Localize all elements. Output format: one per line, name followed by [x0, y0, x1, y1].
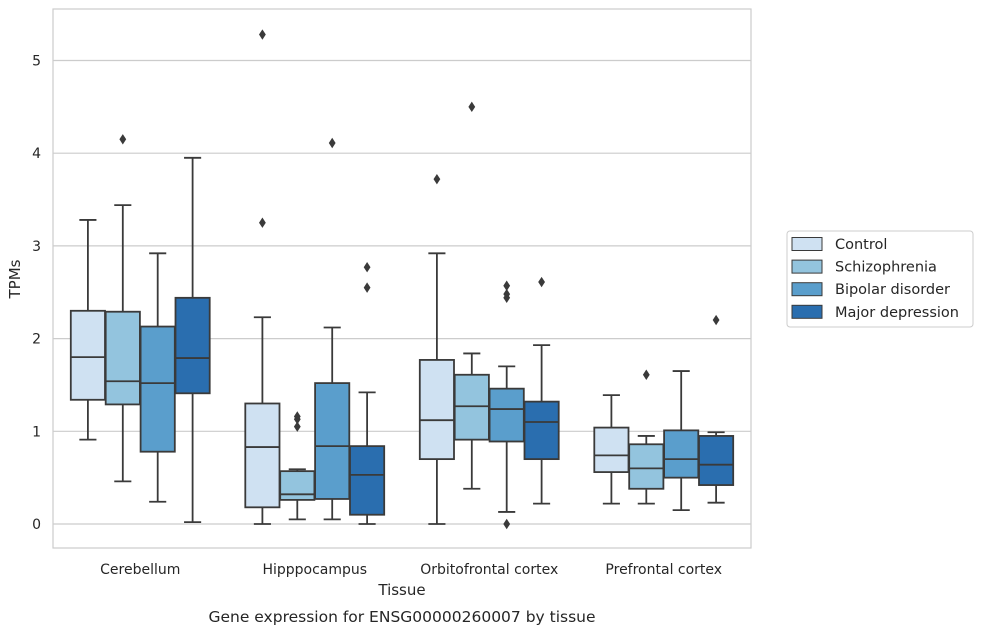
- outlier-point: [119, 134, 127, 145]
- box-iqr: [628, 443, 665, 490]
- legend-entries: Control Schizophrenia Bipolar disorder Majo…: [791, 237, 959, 321]
- outlier-point: [328, 137, 336, 149]
- box-iqr: [593, 426, 630, 473]
- outlier-point: [259, 29, 266, 40]
- outlier-point: [293, 411, 301, 422]
- x-tick-label: Prefrontal cortex: [605, 562, 722, 578]
- box-iqr: [663, 429, 700, 479]
- box-iqr: [418, 359, 455, 461]
- box-iqr: [698, 435, 735, 486]
- box-iqr: [244, 402, 281, 509]
- box-0-3: [174, 156, 211, 524]
- y-tick-label: 3: [32, 239, 41, 255]
- legend-swatch: [791, 304, 823, 319]
- legend-label: Bipolar disorder: [835, 282, 950, 298]
- outlier-point: [642, 369, 650, 380]
- box-iqr: [279, 470, 316, 501]
- box-3-3: [698, 314, 735, 504]
- y-tick-labels: 0 1 2 3 4 5: [32, 54, 41, 534]
- outlier-point: [468, 101, 476, 113]
- y-tick-label: 2: [32, 332, 41, 348]
- boxes: [69, 29, 735, 530]
- box-2-2: [488, 280, 525, 530]
- box-iqr: [69, 309, 106, 401]
- legend-label: Schizophrenia: [835, 260, 937, 276]
- outlier-point: [712, 314, 720, 326]
- legend-swatch: [791, 282, 823, 297]
- legend-label: Major depression: [835, 305, 959, 321]
- y-tick-label: 1: [32, 424, 41, 440]
- legend: Control Schizophrenia Bipolar disorder Majo…: [786, 230, 974, 328]
- y-tick-label: 0: [32, 517, 41, 533]
- box-iqr: [488, 387, 525, 443]
- y-axis-title: TPMs: [6, 259, 24, 299]
- y-tick-label: 4: [32, 146, 41, 162]
- box-1-2: [314, 137, 351, 521]
- x-tick-label: Cerebellum: [100, 562, 180, 578]
- box-iqr: [104, 310, 141, 406]
- box-3-0: [593, 394, 630, 505]
- box-iqr: [453, 373, 490, 441]
- outlier-point: [363, 262, 371, 273]
- legend-swatch: [791, 259, 823, 274]
- box-2-3: [523, 276, 560, 505]
- box-1-0: [244, 29, 281, 525]
- x-tick-labels: Cerebellum Hipppocampus Orbitofrontal cort…: [100, 562, 722, 578]
- outlier-point: [538, 276, 545, 288]
- outlier-point: [259, 217, 266, 228]
- outlier-point: [293, 421, 301, 432]
- box-2-1: [453, 101, 490, 490]
- legend-label: Control: [835, 237, 887, 253]
- box-iqr: [174, 296, 211, 395]
- box-iqr: [314, 382, 351, 500]
- box-0-0: [69, 219, 106, 441]
- box-iqr: [349, 445, 386, 516]
- outlier-point: [363, 282, 371, 293]
- x-axis-title: Tissue: [377, 581, 425, 599]
- outlier-point: [503, 280, 511, 291]
- legend-swatch: [791, 237, 823, 251]
- y-tick-label: 5: [32, 54, 41, 70]
- x-tick-label: Hipppocampus: [262, 562, 367, 578]
- legend-frame: [786, 230, 974, 328]
- box-iqr: [523, 400, 560, 461]
- box-0-2: [139, 252, 176, 503]
- outlier-point: [503, 518, 511, 530]
- chart-caption: Gene expression for ENSG00000260007 by t…: [208, 608, 595, 626]
- outlier-point: [433, 173, 441, 185]
- box-1-3: [349, 262, 386, 525]
- outlier-point: [503, 288, 511, 300]
- x-tick-label: Orbitofrontal cortex: [420, 562, 558, 578]
- box-iqr: [139, 325, 176, 453]
- box-2-0: [418, 173, 455, 525]
